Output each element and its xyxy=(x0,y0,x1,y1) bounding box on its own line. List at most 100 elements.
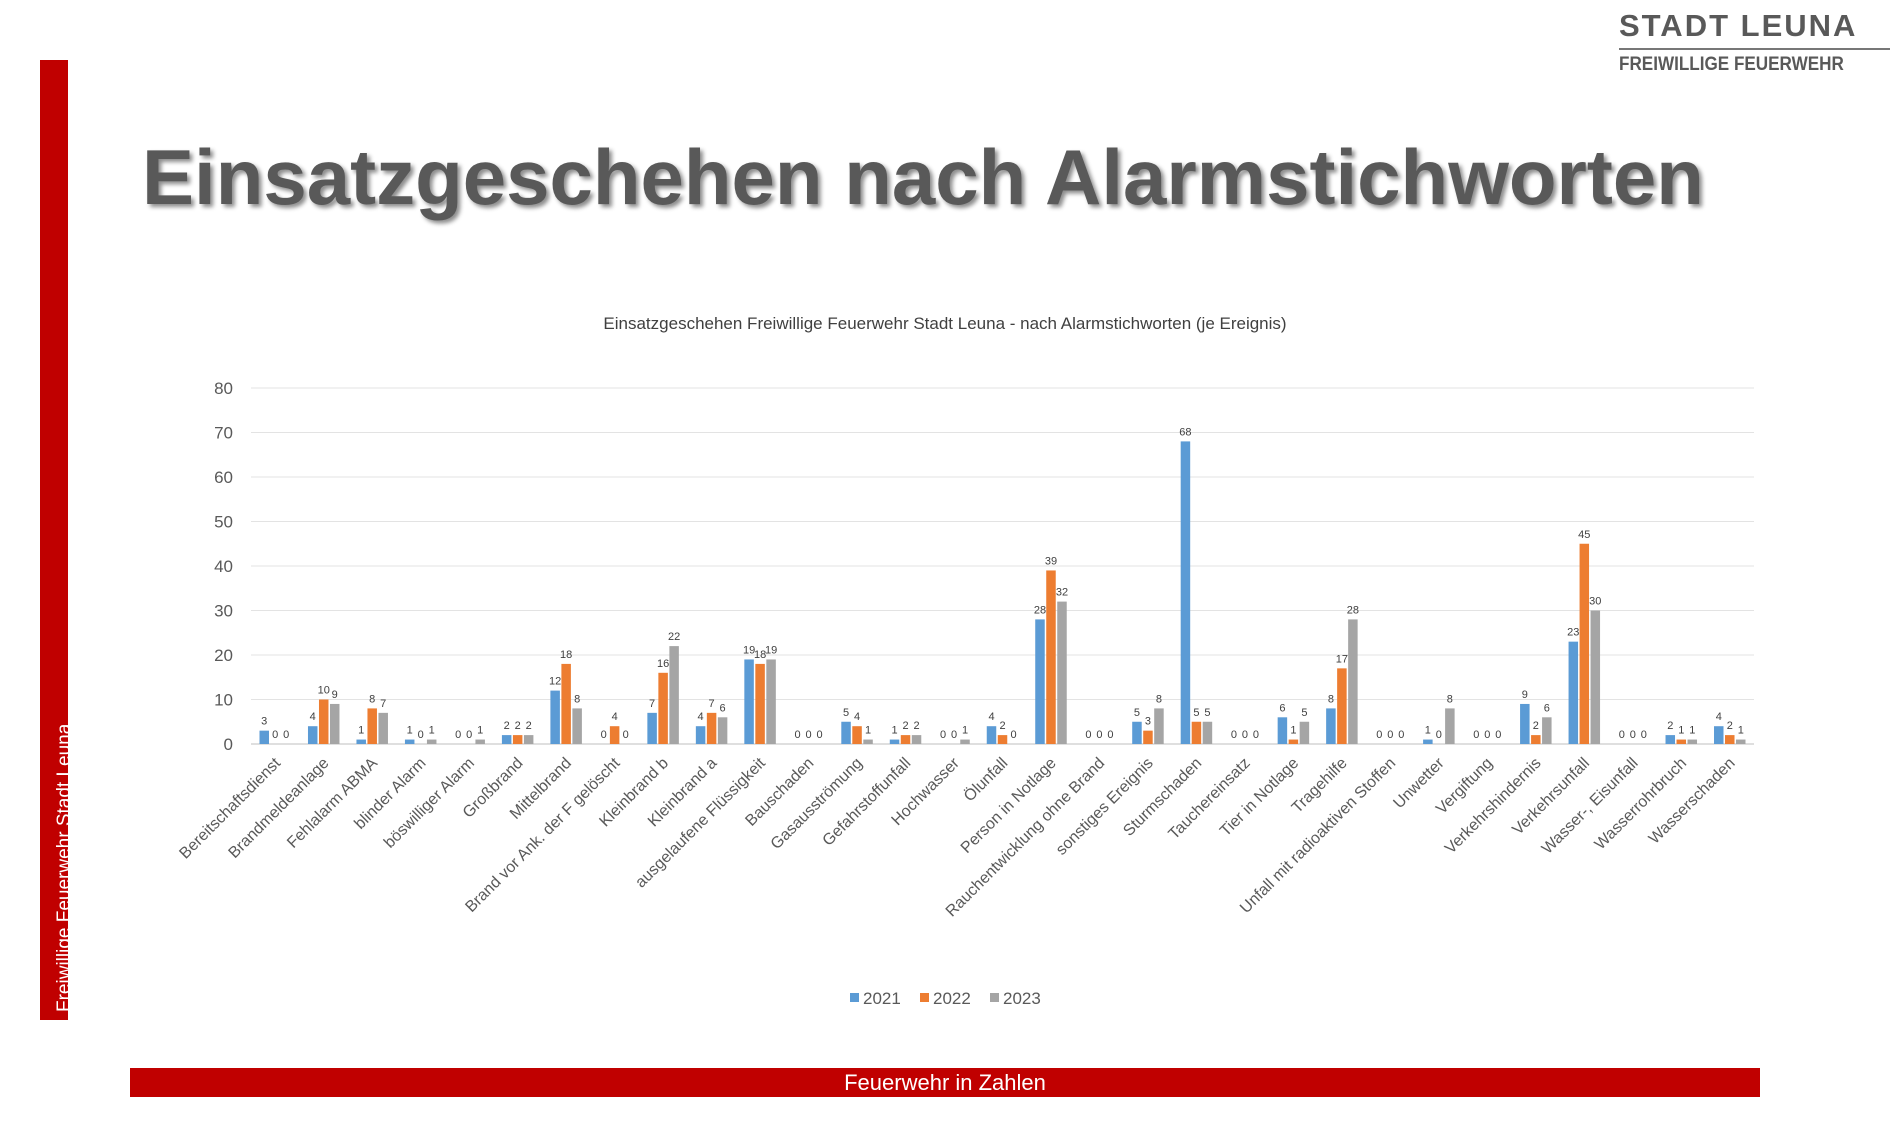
chart-title: Einsatzgeschehen Freiwillige Feuerwehr S… xyxy=(603,314,1286,333)
data-label: 9 xyxy=(332,689,338,701)
data-label: 6 xyxy=(1279,702,1285,714)
data-label: 6 xyxy=(1544,702,1550,714)
data-label: 0 xyxy=(1619,729,1625,741)
bar-2023 xyxy=(1348,619,1358,744)
data-label: 19 xyxy=(743,644,755,656)
data-label: 0 xyxy=(1085,729,1091,741)
data-label: 8 xyxy=(574,693,580,705)
data-label: 18 xyxy=(754,649,766,661)
bar-2021 xyxy=(889,739,900,744)
bar-2021 xyxy=(647,712,657,744)
bar-2022 xyxy=(367,708,377,744)
bar-2021 xyxy=(259,730,269,744)
bar-2023 xyxy=(1445,708,1455,744)
data-label: 4 xyxy=(988,711,994,723)
data-label: 5 xyxy=(1193,707,1199,719)
bar-2023 xyxy=(1736,739,1746,744)
legend-label: 2023 xyxy=(1003,989,1041,1008)
x-tick-label: Ölunfall xyxy=(960,754,1011,805)
bar-2022 xyxy=(1579,543,1590,744)
data-label: 2 xyxy=(526,720,532,732)
data-label: 4 xyxy=(854,711,860,723)
data-label: 0 xyxy=(1473,729,1479,741)
bar-2022 xyxy=(561,663,571,744)
data-label: 1 xyxy=(1290,725,1296,737)
bar-2023 xyxy=(1057,601,1067,744)
data-label: 28 xyxy=(1347,604,1359,616)
data-label: 68 xyxy=(1179,426,1191,438)
x-tick-label: Wasserrohrbruch xyxy=(1592,755,1690,853)
data-label: 4 xyxy=(310,711,316,723)
y-tick-label: 10 xyxy=(214,691,233,710)
data-label: 17 xyxy=(1336,653,1348,665)
bar-2022 xyxy=(1676,739,1687,744)
data-label: 18 xyxy=(560,649,572,661)
data-label: 8 xyxy=(1328,693,1334,705)
data-label: 2 xyxy=(913,720,919,732)
bar-2023 xyxy=(960,739,970,744)
bar-2021 xyxy=(404,739,415,744)
data-label: 0 xyxy=(283,729,289,741)
legend-swatch-2023 xyxy=(990,993,999,1002)
data-label: 1 xyxy=(891,725,897,737)
bar-2021 xyxy=(1665,735,1676,744)
bar-2023 xyxy=(523,735,534,744)
legend-swatch-2021 xyxy=(850,993,859,1002)
data-label: 2 xyxy=(1667,720,1673,732)
data-label: 0 xyxy=(940,729,946,741)
data-label: 0 xyxy=(1630,729,1636,741)
data-label: 1 xyxy=(1425,725,1431,737)
bar-2022 xyxy=(755,663,765,744)
logo-divider xyxy=(1619,48,1890,50)
data-label: 22 xyxy=(668,631,680,643)
data-label: 3 xyxy=(1145,716,1151,728)
bar-2023 xyxy=(1590,610,1601,744)
data-label: 1 xyxy=(962,725,968,737)
bar-2022 xyxy=(997,735,1008,744)
data-label: 0 xyxy=(1484,729,1490,741)
bar-2023 xyxy=(863,739,873,744)
bar-2021 xyxy=(986,726,997,744)
data-label: 0 xyxy=(272,729,278,741)
data-label: 4 xyxy=(612,711,618,723)
bar-2023 xyxy=(1154,708,1164,744)
bar-2021 xyxy=(1326,708,1336,744)
data-label: 12 xyxy=(549,676,561,688)
data-label: 0 xyxy=(1436,729,1442,741)
bar-2023 xyxy=(329,703,340,744)
data-label: 1 xyxy=(407,725,413,737)
logo-sub: FREIWILLIGE FEUERWEHR xyxy=(1619,54,1844,75)
x-tick-label: böswilliger Alarm xyxy=(381,755,478,852)
data-label: 8 xyxy=(1447,693,1453,705)
y-tick-label: 20 xyxy=(214,646,233,665)
data-label: 0 xyxy=(1253,729,1259,741)
data-label: 0 xyxy=(1641,729,1647,741)
data-label: 3 xyxy=(261,716,267,728)
bar-2022 xyxy=(512,735,523,744)
bar-2021 xyxy=(1132,721,1142,744)
bar-2021 xyxy=(841,721,851,744)
data-label: 0 xyxy=(1242,729,1248,741)
data-label: 7 xyxy=(709,698,715,710)
bar-2023 xyxy=(1687,739,1698,744)
footer-bar: Feuerwehr in Zahlen xyxy=(130,1068,1760,1097)
data-label: 0 xyxy=(466,729,472,741)
bar-2022 xyxy=(1288,739,1299,744)
data-label: 0 xyxy=(795,729,801,741)
footer-label: Feuerwehr in Zahlen xyxy=(844,1070,1046,1095)
data-label: 10 xyxy=(318,685,330,697)
data-label: 7 xyxy=(380,698,386,710)
data-label: 1 xyxy=(477,725,483,737)
bar-2023 xyxy=(669,646,679,744)
bar-2022 xyxy=(1143,730,1153,744)
bar-2023 xyxy=(717,717,728,744)
bar-2023 xyxy=(1299,721,1310,744)
data-label: 9 xyxy=(1522,689,1528,701)
bar-2021 xyxy=(550,690,560,744)
data-label: 28 xyxy=(1034,604,1046,616)
bar-2023 xyxy=(1202,721,1213,744)
data-label: 2 xyxy=(999,720,1005,732)
bar-2023 xyxy=(475,739,485,744)
x-tick-label: Gasausströmung xyxy=(768,755,866,853)
data-label: 23 xyxy=(1567,627,1579,639)
